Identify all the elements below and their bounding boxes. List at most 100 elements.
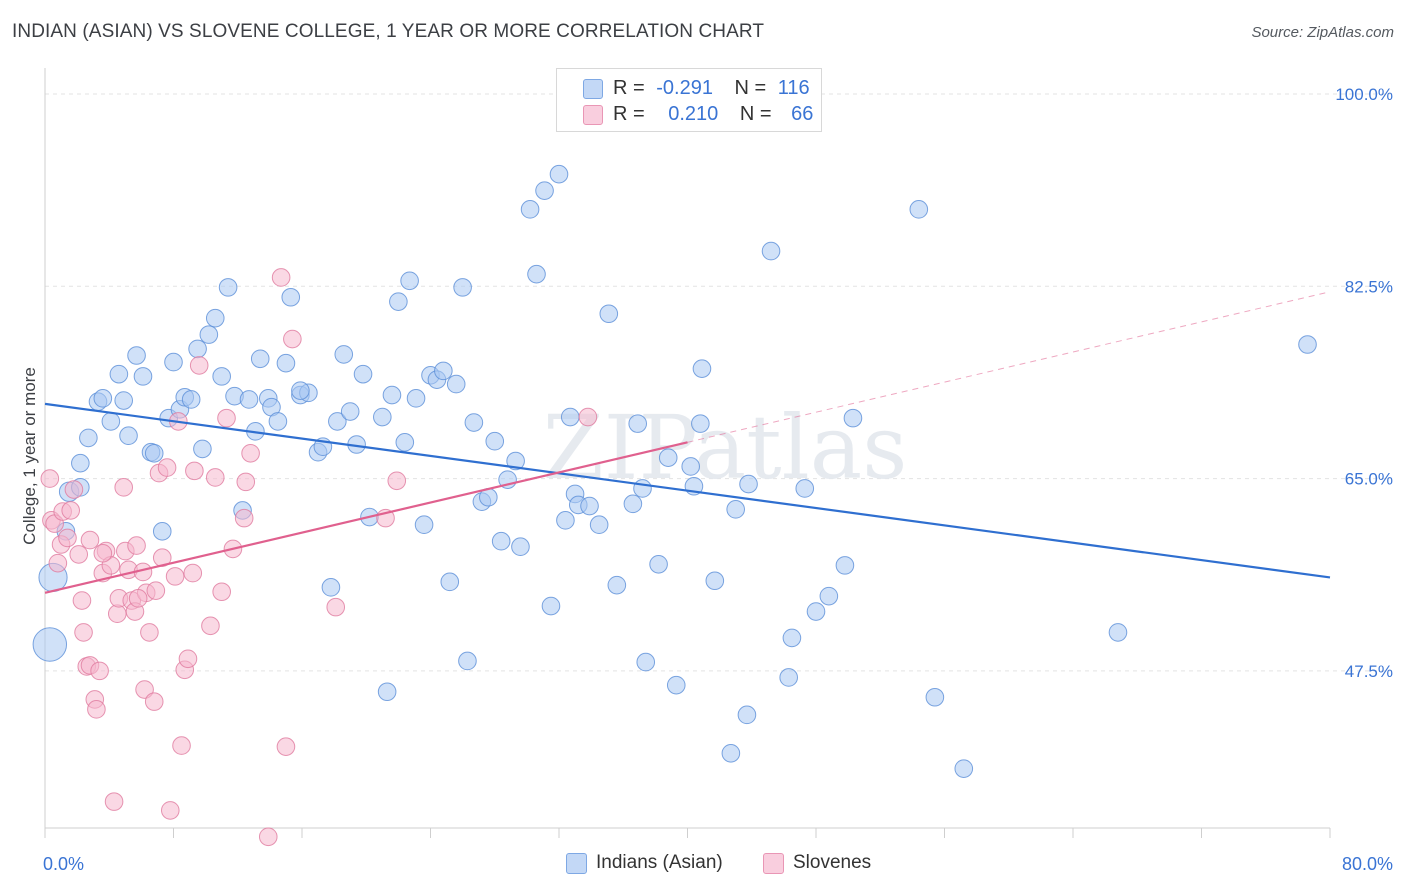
- data-point: [268, 412, 288, 431]
- data-point: [628, 414, 648, 433]
- data-point: [779, 668, 798, 687]
- data-point: [271, 268, 291, 287]
- data-point: [806, 602, 826, 621]
- data-point: [74, 623, 93, 642]
- data-point: [140, 623, 159, 642]
- y-tick-label: 65.0%: [1345, 470, 1393, 489]
- chart-title: INDIAN (ASIAN) VS SLOVENE COLLEGE, 1 YEA…: [12, 21, 765, 42]
- data-point: [241, 443, 260, 463]
- data-point: [954, 759, 974, 778]
- data-point: [406, 389, 426, 408]
- y-axis-title: College, 1 year or more: [20, 367, 39, 545]
- data-point: [843, 408, 863, 428]
- data-point: [61, 501, 80, 520]
- data-point: [178, 649, 198, 669]
- data-point: [580, 496, 599, 516]
- data-point: [389, 292, 408, 311]
- y-tick-label: 47.5%: [1345, 662, 1393, 681]
- data-point: [520, 200, 540, 219]
- data-point: [658, 448, 678, 467]
- data-point: [109, 364, 129, 384]
- data-point: [135, 680, 154, 699]
- data-point: [599, 304, 619, 324]
- data-point: [128, 589, 148, 608]
- x-tick-labels: 0.0% 80.0%: [43, 854, 1393, 874]
- bottom-legend-swatch-slovenes: [763, 853, 784, 874]
- data-point: [705, 571, 725, 591]
- data-point: [32, 627, 68, 662]
- data-point: [556, 511, 575, 530]
- data-point: [250, 349, 270, 369]
- trend-lines: [44, 291, 1331, 594]
- data-point: [276, 353, 296, 373]
- data-point: [199, 325, 219, 344]
- data-point: [258, 827, 278, 847]
- data-point: [925, 687, 945, 707]
- data-point: [692, 359, 712, 378]
- data-point: [189, 356, 209, 375]
- data-point: [72, 591, 92, 610]
- data-point: [434, 361, 453, 381]
- data-point: [589, 515, 609, 535]
- data-point: [101, 412, 121, 431]
- data-point: [87, 700, 106, 719]
- data-point: [93, 389, 113, 408]
- data-point: [835, 556, 855, 575]
- data-point: [353, 364, 373, 384]
- data-point: [819, 586, 839, 606]
- data-point: [234, 508, 254, 528]
- legend-n-value: 66: [791, 103, 814, 125]
- data-point: [71, 453, 90, 473]
- data-point: [1108, 623, 1128, 642]
- data-point: [691, 414, 710, 433]
- data-point: [395, 433, 415, 452]
- data-point: [414, 515, 434, 535]
- data-point: [464, 413, 484, 432]
- data-point: [236, 472, 256, 492]
- data-point: [373, 407, 392, 427]
- data-point: [446, 374, 466, 394]
- data-point: [340, 402, 360, 421]
- data-point: [80, 530, 100, 550]
- data-point: [440, 572, 460, 592]
- data-point: [64, 480, 84, 499]
- data-point: [172, 736, 191, 755]
- data-point: [79, 428, 98, 448]
- data-point: [188, 339, 207, 359]
- data-point: [181, 390, 201, 409]
- data-point: [212, 582, 231, 602]
- grid-lines: [45, 93, 1392, 672]
- data-point: [218, 278, 238, 297]
- series-slovenes-points: [40, 268, 598, 847]
- data-point: [1298, 335, 1317, 354]
- data-point: [560, 407, 580, 427]
- data-point: [334, 345, 354, 364]
- data-point: [649, 554, 668, 574]
- legend-n-value: 116: [777, 77, 810, 99]
- data-point: [93, 543, 113, 563]
- data-point: [726, 500, 745, 519]
- trend-line-1: [44, 441, 688, 594]
- data-point: [666, 675, 686, 695]
- data-point: [387, 471, 407, 491]
- data-point: [607, 575, 627, 595]
- data-point: [164, 352, 183, 372]
- data-point: [782, 628, 802, 648]
- data-point: [104, 792, 124, 811]
- data-point: [114, 391, 134, 410]
- data-point: [506, 451, 525, 471]
- data-point: [737, 705, 757, 725]
- data-point: [107, 604, 127, 624]
- data-point: [377, 682, 397, 702]
- data-point: [183, 563, 203, 583]
- legend-swatch-slovenes: [583, 105, 603, 125]
- data-point: [276, 737, 296, 756]
- data-point: [114, 478, 134, 497]
- data-point: [382, 385, 402, 405]
- data-point: [90, 661, 109, 681]
- data-point: [549, 164, 569, 184]
- y-tick-labels: 47.5% 65.0% 82.5% 100.0%: [1335, 85, 1393, 681]
- data-point: [721, 743, 741, 763]
- legend-r-value: -0.291: [656, 77, 713, 99]
- data-point: [205, 308, 225, 328]
